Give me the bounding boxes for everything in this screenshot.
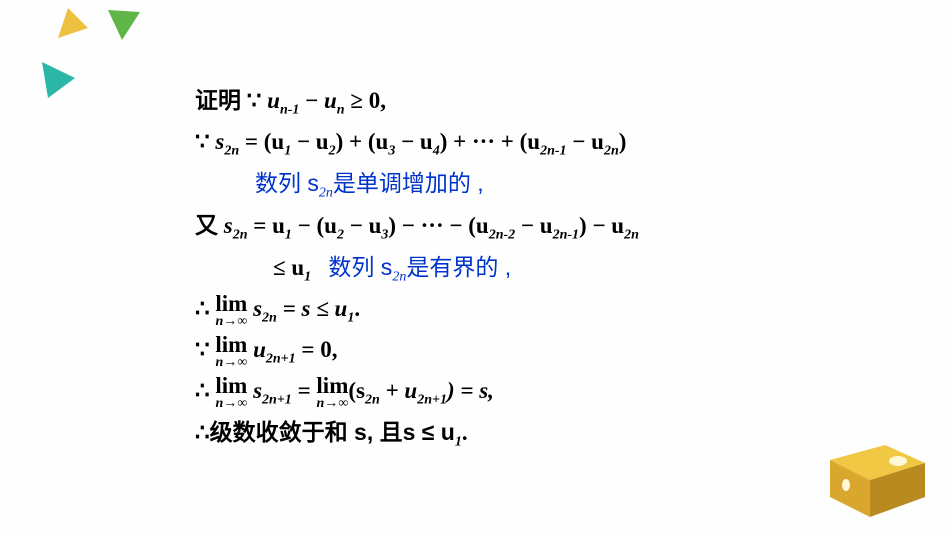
line-7: ∵ limn→∞ u2n+1 = 0, — [195, 332, 875, 371]
line-4: 又 s2n = u1 − (u2 − u3) − ··· − (u2n-2 − … — [195, 207, 875, 247]
line-5: ≤ u1 数列 s2n是有界的 , — [195, 249, 875, 289]
deco-triangle-1 — [0, 0, 180, 110]
line-8: ∴ limn→∞ s2n+1 = limn→∞(s2n + u2n+1) = s… — [195, 373, 875, 412]
line-3-note: 数列 s2n是单调增加的 , — [195, 165, 875, 205]
line-6: ∴ limn→∞ s2n = s ≤ u1. — [195, 291, 875, 330]
proof-content: 证明 ∵ un-1 − un ≥ 0, ∵ s2n = (u1 − u2) + … — [195, 82, 875, 456]
proof-label: 证明 — [195, 87, 241, 113]
line-2: ∵ s2n = (u1 − u2) + (u3 − u4) + ··· + (u… — [195, 124, 875, 163]
line-9: ∴级数收敛于和 s, 且s ≤ u1. — [195, 414, 875, 454]
line-1: 证明 ∵ un-1 − un ≥ 0, — [195, 82, 875, 122]
